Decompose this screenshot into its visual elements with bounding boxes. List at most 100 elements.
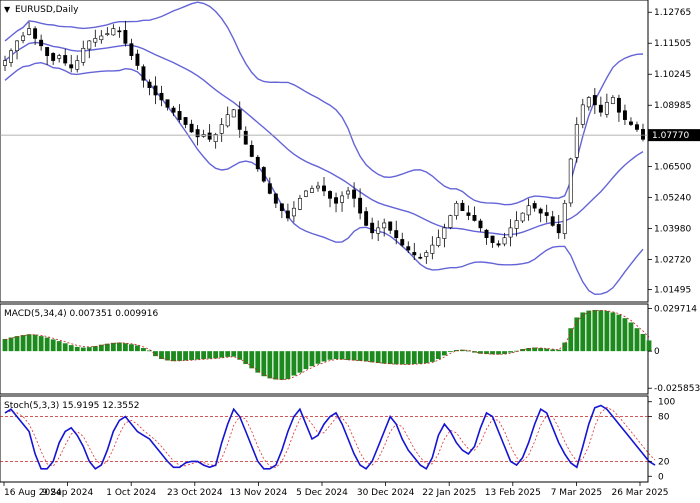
candle-body [556, 224, 561, 234]
price-tick-label: 1.08985 [654, 101, 691, 111]
macd-bar [490, 351, 495, 355]
macd-bar [104, 343, 110, 352]
candle-body [75, 60, 80, 70]
macd-bar [339, 351, 345, 360]
candle-body [598, 104, 603, 113]
macd-bar [646, 340, 652, 352]
macd-bar [110, 342, 116, 352]
macd-bar [568, 328, 574, 352]
bollinger-middle-band [4, 41, 644, 236]
macd-bar [2, 338, 8, 352]
candle-body [472, 215, 477, 221]
candle-body [3, 60, 7, 66]
macd-bar [417, 351, 423, 364]
candle-body [237, 109, 242, 130]
macd-bar [62, 343, 68, 352]
macd-bar [586, 310, 592, 352]
macd-axis: 0.029714 0 -0.025853 [648, 305, 700, 394]
candle-body [502, 237, 507, 245]
stoch-tick-label: 20 [658, 457, 670, 467]
time-tick-label: 23 Oct 2024 [167, 488, 223, 498]
macd-bar [219, 351, 225, 358]
price-tick-label: 1.01495 [654, 286, 691, 296]
macd-bar [177, 351, 182, 361]
macd-bar [538, 347, 544, 352]
macd-bar [363, 351, 369, 362]
stoch-tick-label: 0 [658, 472, 664, 482]
bollinger-upper-band [4, 1, 644, 206]
candle-body [285, 210, 290, 219]
macd-bar [580, 312, 586, 352]
candle-body [147, 81, 152, 88]
candle-body [490, 235, 495, 243]
candle-body [261, 167, 266, 182]
price-axis: 1.12765 1.11505 1.10245 1.08985 1.06500 1.052… [648, 8, 691, 296]
candle-body [538, 208, 543, 214]
candle-body [448, 215, 453, 228]
candle-body [641, 129, 645, 140]
macd-bar [550, 349, 556, 352]
stoch-signal-line [4, 406, 656, 469]
candle-body [177, 111, 182, 120]
macd-bar [429, 351, 435, 362]
candle-body [171, 107, 176, 113]
macd-bar [195, 351, 201, 360]
macd-bar [74, 346, 80, 352]
candle-body [370, 222, 375, 234]
candle-body [400, 239, 405, 246]
macd-bar [315, 351, 321, 364]
time-tick-label: 9 Sep 2024 [42, 488, 94, 498]
title-menu-arrow[interactable]: ▼ [4, 5, 11, 14]
candle-body [69, 64, 74, 69]
macd-bar [50, 339, 56, 352]
macd-bar [345, 351, 351, 361]
price-tick-label: 1.05240 [654, 193, 691, 203]
candle-body [592, 95, 597, 106]
macd-bar [435, 351, 441, 360]
macd-bar [628, 322, 634, 352]
candle-body [135, 53, 140, 66]
candle-body [622, 110, 627, 120]
candle-body [21, 35, 26, 41]
macd-bar [159, 351, 164, 360]
candle-body [550, 216, 555, 226]
candle-body [213, 134, 218, 142]
macd-bar [544, 348, 550, 352]
macd-bar [309, 351, 315, 367]
candle-body [346, 190, 351, 195]
candle-body [586, 97, 591, 108]
bollinger-lower-band [4, 61, 644, 296]
macd-bar [122, 343, 128, 352]
macd-bar [249, 351, 255, 369]
candle-body [328, 191, 332, 199]
macd-bar [466, 350, 471, 352]
macd-bar [640, 333, 646, 352]
candle-body [57, 55, 62, 59]
macd-bar [387, 351, 393, 365]
macd-bar [98, 344, 104, 352]
macd-bar [285, 351, 291, 380]
candle-body [412, 252, 417, 256]
window-title[interactable]: ▼ EURUSD,Daily [4, 5, 79, 15]
macd-bar [604, 311, 610, 352]
candle-body [87, 40, 92, 50]
macd-bar [622, 318, 628, 352]
macd-bar [514, 350, 520, 352]
candle-body [243, 130, 248, 145]
macd-bar [508, 351, 513, 353]
candle-body [616, 97, 621, 113]
macd-bar [357, 351, 363, 361]
macd-bar [68, 345, 74, 352]
candle-body [39, 39, 44, 47]
candle-body [604, 102, 609, 115]
candle-body [33, 28, 38, 39]
stoch-axis: 100 80 20 0 [648, 398, 675, 482]
macd-bar [393, 351, 399, 365]
candle-body [316, 185, 320, 189]
candle-body [388, 221, 393, 231]
candle-body [105, 33, 110, 36]
candle-body [111, 28, 116, 36]
